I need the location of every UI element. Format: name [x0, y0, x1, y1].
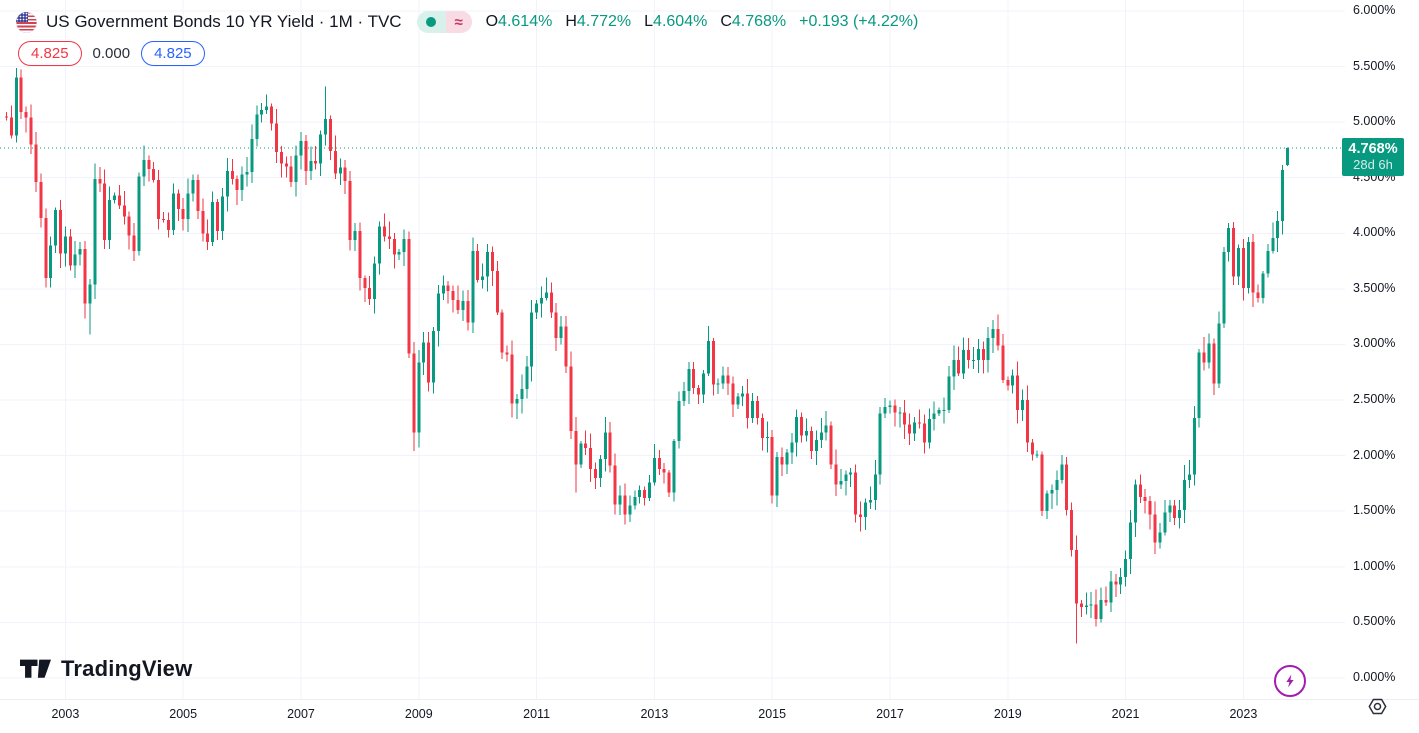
- price-tick-label: 2.500%: [1353, 392, 1396, 407]
- price-tick-label: 3.000%: [1353, 336, 1396, 351]
- tradingview-logo[interactable]: TradingView: [20, 654, 192, 684]
- time-axis[interactable]: 2003 2005 2007 2009 2011 2013 2015 2017 2019 2021…: [0, 699, 1419, 733]
- year-label: 2005: [169, 707, 198, 721]
- ohlc-change: +0.193 (+4.22%): [799, 13, 919, 30]
- alert-price-tag-blue[interactable]: 4.825: [141, 41, 205, 66]
- price-tick-label: 0.000%: [1353, 670, 1396, 684]
- bar-close-countdown: 28d 6h: [1353, 156, 1393, 172]
- tradingview-logo-icon: [20, 659, 51, 678]
- price-tick-label: 0.500%: [1353, 614, 1396, 629]
- us-flag-icon: [16, 11, 37, 33]
- price-tick-label: 1.000%: [1353, 558, 1396, 573]
- alert-price-tag-red[interactable]: 4.825: [18, 41, 82, 66]
- year-label: 2007: [287, 707, 315, 721]
- year-label: 2003: [51, 707, 80, 721]
- market-open-dot-icon: [426, 17, 437, 27]
- lightning-bolt-icon: [1286, 674, 1294, 688]
- price-tick-label: 6.000%: [1353, 2, 1396, 17]
- market-open-segment: [416, 11, 446, 33]
- year-label: 2011: [523, 707, 551, 721]
- year-label: 2017: [876, 707, 904, 721]
- approx-segment: ≈: [445, 11, 472, 33]
- ohlc-legend: O4.614% H4.772% L4.604% C4.768% +0.193 (…: [486, 13, 919, 31]
- chart-header: US Government Bonds 10 YR Yield · 1M · T…: [16, 11, 918, 66]
- ohlc-close: C4.768%: [720, 13, 787, 30]
- tradingview-logo-text: TradingView: [61, 656, 193, 681]
- year-label: 2019: [993, 707, 1022, 721]
- year-label: 2009: [404, 707, 433, 721]
- ohlc-low: L4.604%: [644, 13, 708, 30]
- price-axis[interactable]: 6.000% 5.500% 5.000% 4.500% 4.000% 3.500% 3.00…: [1345, 0, 1419, 699]
- current-price-label: 4.768% 28d 6h: [1342, 138, 1404, 176]
- price-tick-label: 3.500%: [1353, 280, 1396, 295]
- year-label: 2023: [1229, 707, 1258, 721]
- candlestick-chart[interactable]: [0, 0, 1345, 699]
- symbol-title[interactable]: US Government Bonds 10 YR Yield · 1M · T…: [46, 12, 402, 31]
- market-status-pill[interactable]: ≈: [416, 11, 472, 33]
- price-tick-label: 4.000%: [1353, 225, 1396, 240]
- approximate-data-icon: ≈: [454, 13, 463, 31]
- economic-events-button[interactable]: [1274, 665, 1306, 697]
- zero-value-label: 0.000: [92, 45, 131, 62]
- ohlc-high: H4.772%: [565, 13, 632, 30]
- year-label: 2015: [758, 707, 787, 721]
- price-tick-label: 5.500%: [1353, 58, 1396, 73]
- price-scale-settings-icon[interactable]: [1367, 696, 1388, 717]
- current-price-value: 4.768%: [1348, 141, 1398, 158]
- price-tick-label: 5.000%: [1353, 114, 1396, 129]
- year-label: 2013: [640, 707, 669, 721]
- year-label: 2021: [1111, 707, 1140, 721]
- price-tick-label: 1.500%: [1353, 503, 1396, 518]
- ohlc-open: O4.614%: [485, 13, 553, 30]
- price-tick-label: 2.000%: [1353, 447, 1396, 462]
